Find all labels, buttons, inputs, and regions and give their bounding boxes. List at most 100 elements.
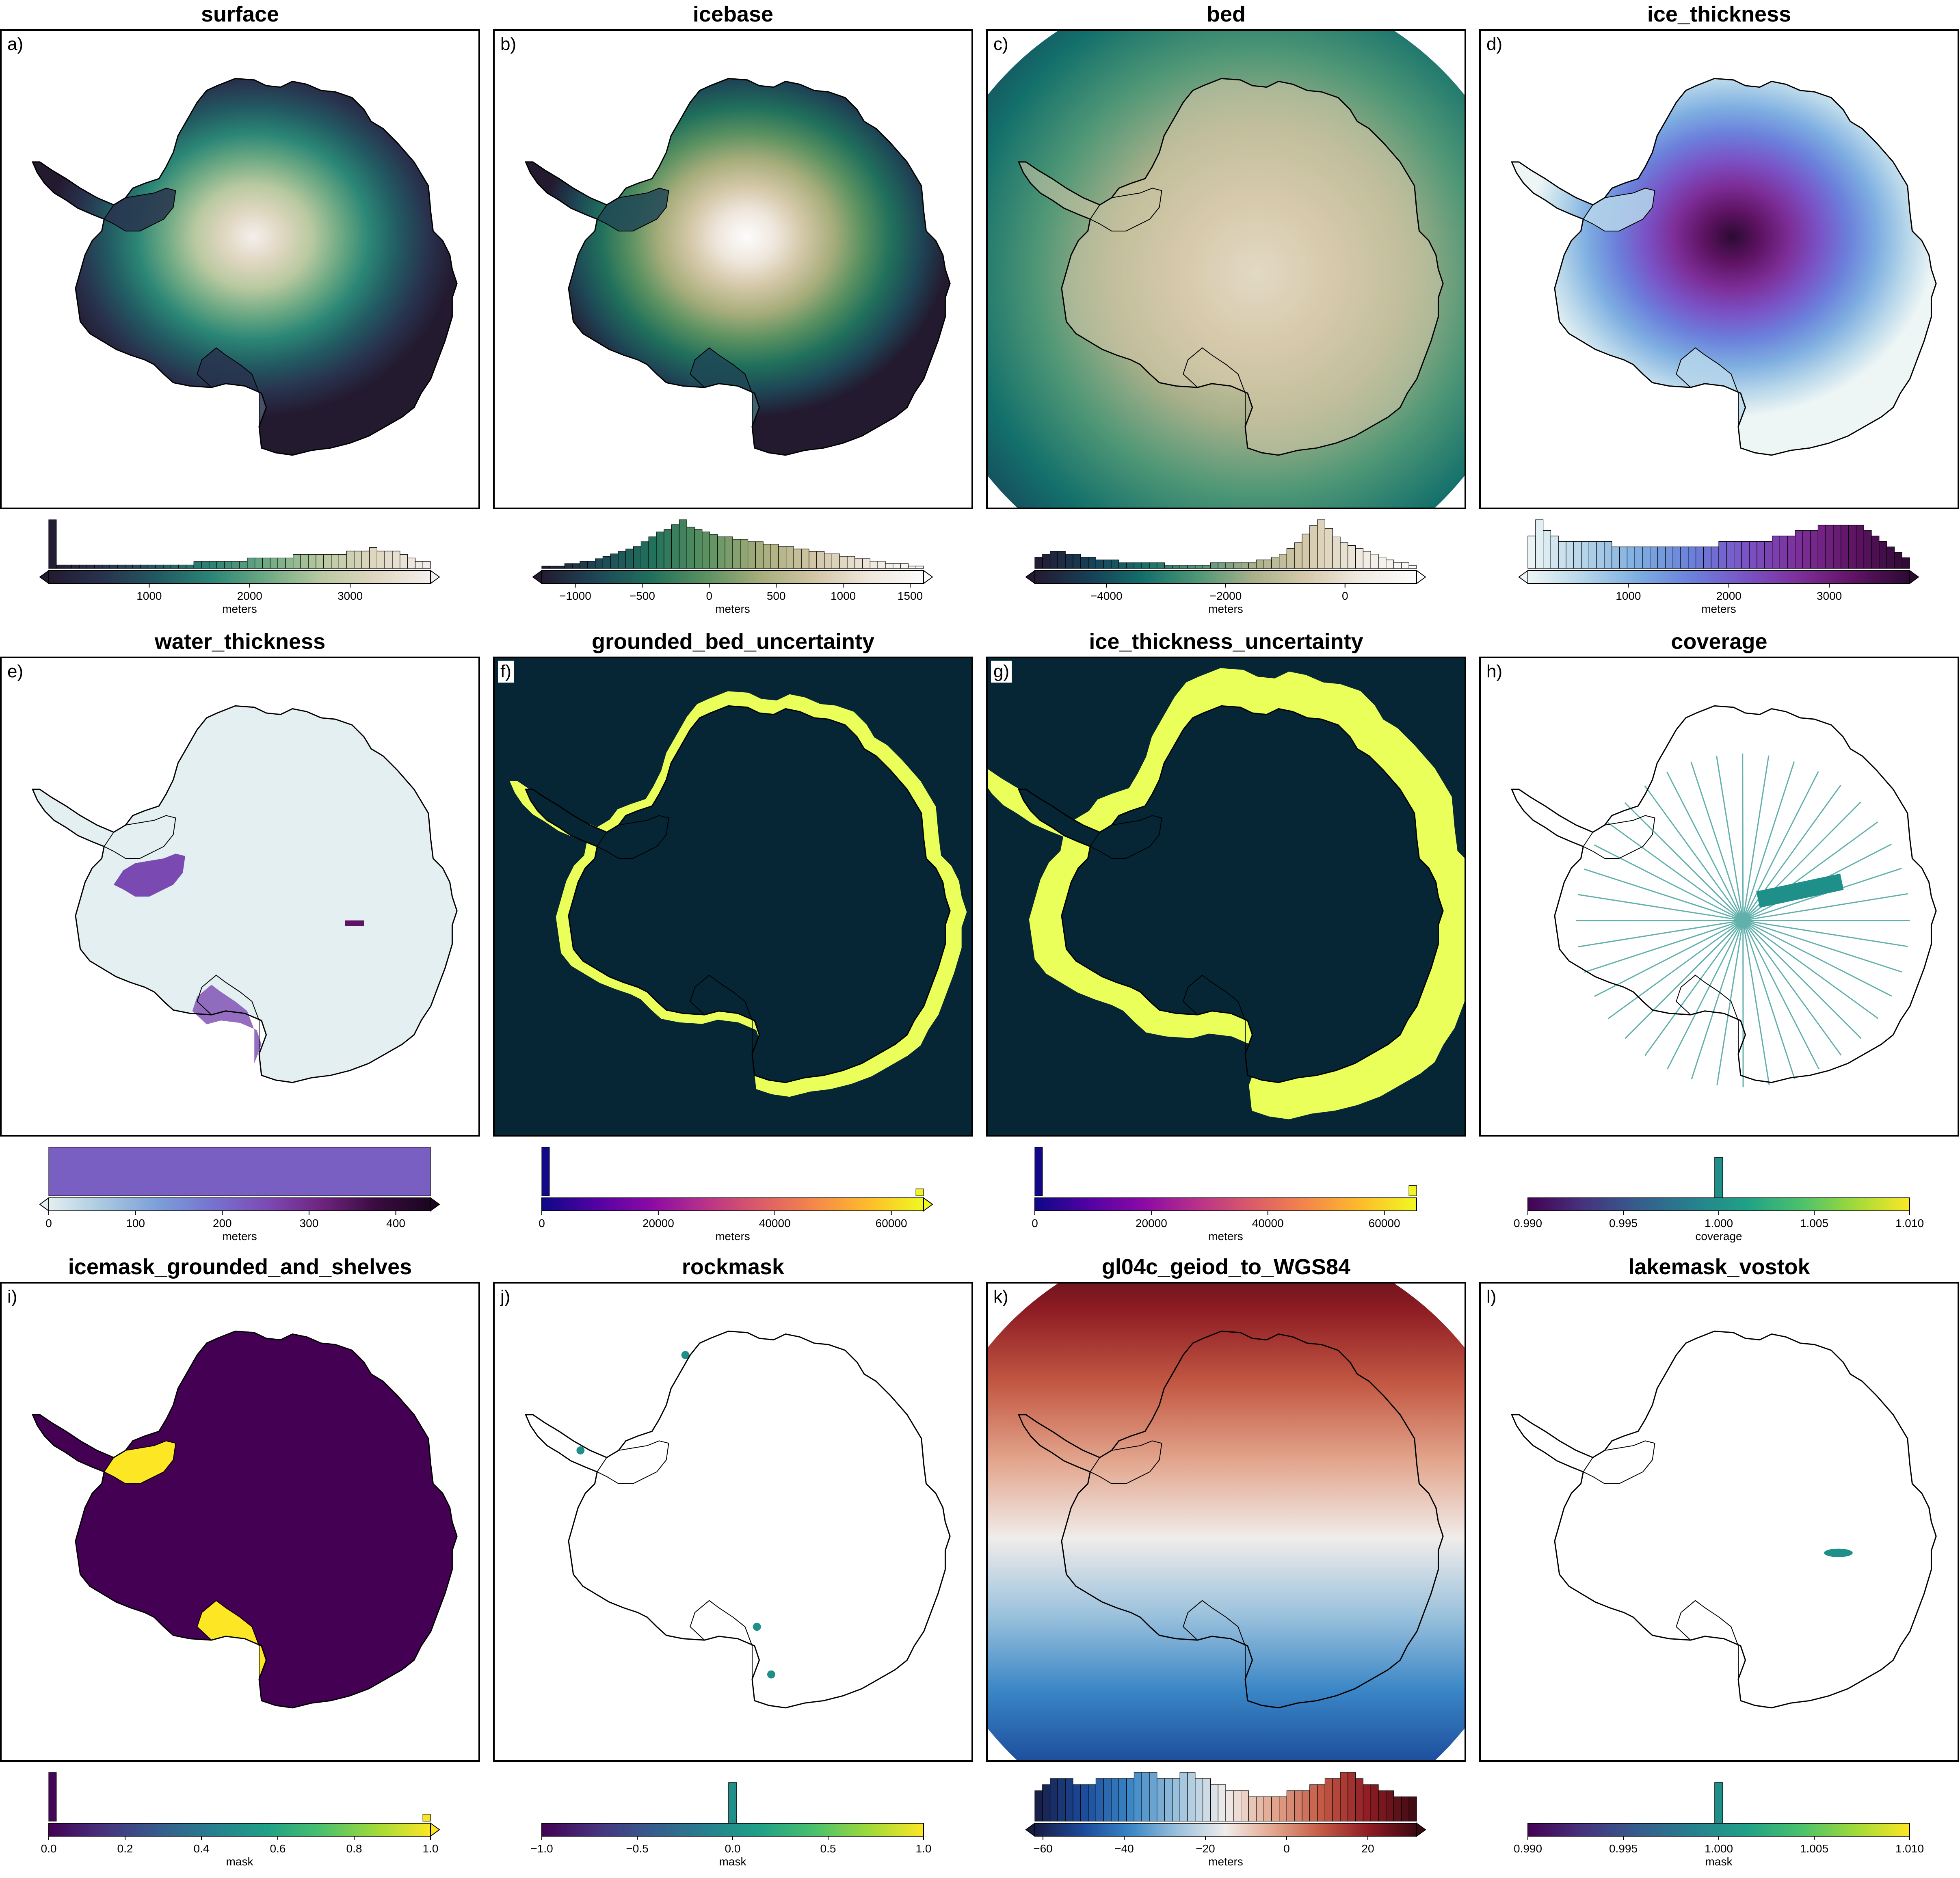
histogram-bar (1287, 1791, 1294, 1821)
histogram-bar (1195, 566, 1203, 568)
colorbar-tick-label: 20000 (1136, 1217, 1167, 1230)
colorbar-tick-label: 40000 (1252, 1217, 1284, 1230)
histogram-bar (186, 565, 194, 568)
histogram-bar (141, 565, 148, 568)
histogram-bar (855, 559, 863, 568)
histogram-bar (824, 554, 832, 568)
colorbar-tick-label: 0.990 (1514, 1842, 1542, 1855)
histogram-bar (1226, 1791, 1233, 1821)
histogram-bar (1272, 1797, 1279, 1821)
histogram-bar (1688, 547, 1696, 568)
colorbar-bar (542, 571, 924, 583)
histogram-bar (1218, 563, 1226, 568)
colorbar-tick-label: 2000 (237, 590, 262, 602)
colorbar-tick-label: 1500 (898, 590, 923, 602)
histogram-bar (794, 549, 801, 568)
colorbar-unit-label: mask (719, 1855, 747, 1868)
histogram-bar (1551, 536, 1558, 568)
histogram-bar (878, 561, 885, 568)
histogram-bar (308, 555, 316, 568)
continent-fill (1512, 1331, 1936, 1707)
colorbar-tick-label: 1.005 (1800, 1842, 1828, 1855)
panel-title: grounded_bed_uncertainty (493, 627, 973, 656)
colorbar-tick-label: 0.4 (194, 1842, 210, 1855)
panel-letter: l) (1484, 1286, 1499, 1308)
histogram-bar (870, 561, 878, 568)
map-frame: l) (1479, 1282, 1959, 1762)
map-frame: c) (986, 29, 1466, 509)
colorbar-tick-label: 1.0 (916, 1842, 932, 1855)
histogram-bar (1887, 547, 1895, 568)
colorbar-tick-label: 0.2 (117, 1842, 133, 1855)
map-frame: d) (1479, 29, 1959, 509)
histogram-bar (1635, 547, 1642, 568)
histogram-bar (672, 525, 679, 568)
histogram-bar (1065, 554, 1073, 568)
histogram-bar (893, 564, 901, 568)
histogram-bar (71, 565, 79, 568)
histogram-bar (694, 529, 702, 568)
histogram-bar (1073, 554, 1081, 568)
colorbar-extend-max (924, 1198, 932, 1211)
panel-letter: f) (498, 661, 514, 683)
histogram-bar (1294, 1791, 1302, 1821)
histogram-bar (324, 555, 331, 568)
histogram-bar (1264, 1797, 1272, 1821)
colorbar-extend-max (1910, 571, 1919, 583)
histogram-bar (1210, 563, 1218, 568)
panel-letter: a) (5, 33, 26, 55)
histogram-bar (1310, 525, 1317, 568)
histogram-bar (1134, 1772, 1142, 1821)
continent-fill (32, 706, 457, 1082)
histogram-bar (1409, 1185, 1417, 1196)
map-frame: g) (986, 657, 1466, 1137)
histogram-bar (1088, 557, 1096, 568)
histogram-bar (1604, 541, 1612, 568)
histogram-bar (1134, 563, 1142, 568)
histogram-bar (133, 565, 141, 568)
histogram-bar (331, 555, 339, 568)
histogram-bar (1119, 563, 1127, 568)
colorbar-unit-label: mask (1705, 1855, 1733, 1868)
panel-title: surface (0, 0, 480, 28)
colorbar-extend-max (431, 1823, 439, 1836)
histogram-bar (117, 565, 125, 568)
histogram-bar (832, 554, 839, 568)
panel-title: water_thickness (0, 627, 480, 656)
histogram-bar (1172, 566, 1180, 568)
histogram-bar (1356, 1779, 1363, 1821)
histogram-bar (1310, 1785, 1317, 1821)
colorbar-bar (542, 1198, 924, 1211)
colorbar-unit-label: meters (715, 1230, 750, 1243)
histogram-bar (1818, 525, 1826, 568)
histogram-bar (1371, 554, 1378, 568)
histogram-bar (1165, 566, 1173, 568)
histogram-bar (771, 544, 779, 568)
histogram-bar (1734, 541, 1742, 568)
map-frame: f) (493, 657, 973, 1137)
colorbar-extend-max (1417, 1823, 1426, 1836)
histogram-bar (1248, 1797, 1256, 1821)
map-canvas (1481, 658, 1958, 1135)
colorbar-tick-label: 1.010 (1895, 1842, 1924, 1855)
histogram-bar (1642, 547, 1650, 568)
map-frame: k) (986, 1282, 1466, 1762)
histogram-bar (224, 562, 232, 568)
histogram-bar (1528, 536, 1536, 568)
histogram-bar (1719, 541, 1726, 568)
panel-title: icebase (493, 0, 973, 28)
histogram-bar (1073, 1785, 1081, 1821)
histogram-bar (247, 558, 255, 568)
histogram-bar (1180, 1772, 1188, 1821)
map-frame: e) (0, 657, 480, 1137)
map-canvas (988, 31, 1465, 508)
colorbar-tick-label: 0 (1032, 1217, 1038, 1230)
